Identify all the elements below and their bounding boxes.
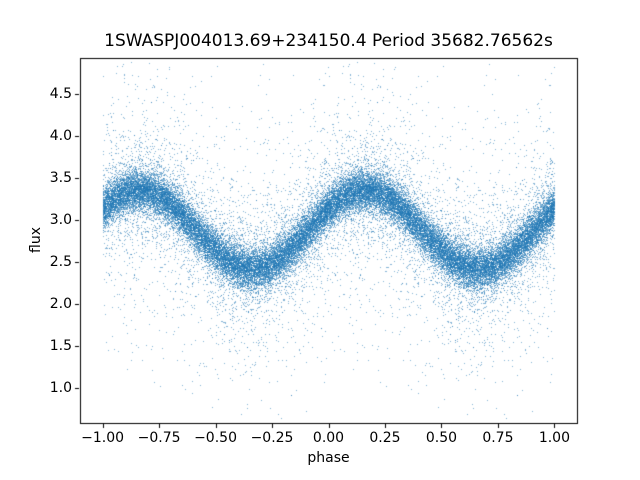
x-tick-label: −0.25: [250, 430, 294, 446]
x-axis-label: phase: [307, 450, 350, 466]
x-tick-label: −1.00: [81, 430, 125, 446]
x-tick-label: −0.50: [194, 430, 237, 446]
y-axis-label-text: flux: [28, 227, 44, 253]
x-tick-label: 0.00: [312, 430, 345, 446]
y-tick-label: 4.0: [49, 128, 72, 145]
y-tick-label: 4.5: [49, 86, 72, 103]
y-tick-label: 1.0: [49, 379, 72, 396]
y-tick-label: 3.0: [49, 211, 72, 228]
x-tick-label: 0.75: [482, 430, 514, 446]
x-tick-label: 0.25: [369, 430, 401, 446]
x-tick-label: −0.75: [137, 430, 181, 446]
x-tick-label: 1.00: [538, 430, 570, 446]
y-tick-label: 3.5: [49, 169, 72, 186]
x-tick-label: 0.50: [425, 430, 458, 446]
chart-title: 1SWASPJ004013.69+234150.4 Period 35682.7…: [104, 31, 553, 51]
y-tick-label: 2.0: [49, 295, 72, 312]
y-tick-label: 2.5: [49, 253, 72, 270]
y-tick-label: 1.5: [49, 337, 72, 354]
